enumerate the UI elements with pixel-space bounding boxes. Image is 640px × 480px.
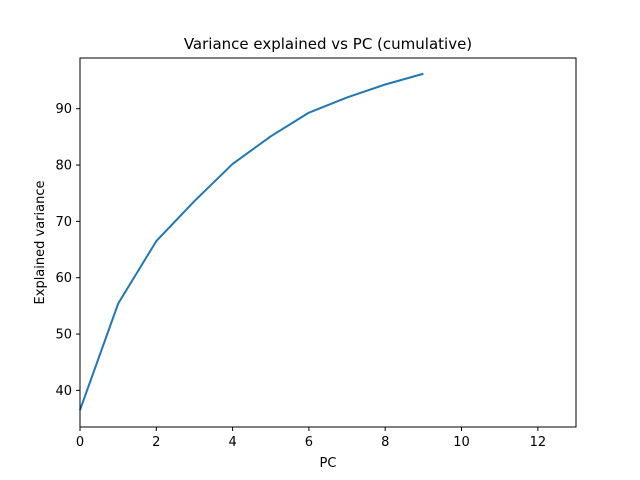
y-axis: 40 50 60 70 80 90: [55, 102, 80, 399]
axes-frame: [79, 57, 577, 428]
x-tick-label: 12: [530, 435, 547, 450]
x-tick-label: 8: [381, 435, 389, 450]
x-axis: 0 2 4 6 8 10 12: [76, 427, 546, 450]
x-tick-label: 6: [305, 435, 313, 450]
x-axis-label: PC: [320, 456, 337, 471]
y-tick-label: 40: [55, 384, 72, 399]
x-tick-label: 4: [228, 435, 236, 450]
x-tick-label: 2: [152, 435, 160, 450]
y-axis-label: Explained variance: [33, 181, 48, 305]
y-tick-label: 70: [55, 215, 72, 230]
x-tick-label: 10: [453, 435, 470, 450]
y-tick-label: 90: [55, 102, 72, 117]
y-tick-label: 60: [55, 271, 72, 286]
chart-title: Variance explained vs PC (cumulative): [184, 35, 472, 53]
x-tick-label: 0: [76, 435, 84, 450]
y-tick-label: 80: [55, 159, 72, 174]
series-line-0: [79, 72, 424, 411]
y-tick-label: 50: [55, 328, 72, 343]
plot-area: [79, 72, 424, 411]
